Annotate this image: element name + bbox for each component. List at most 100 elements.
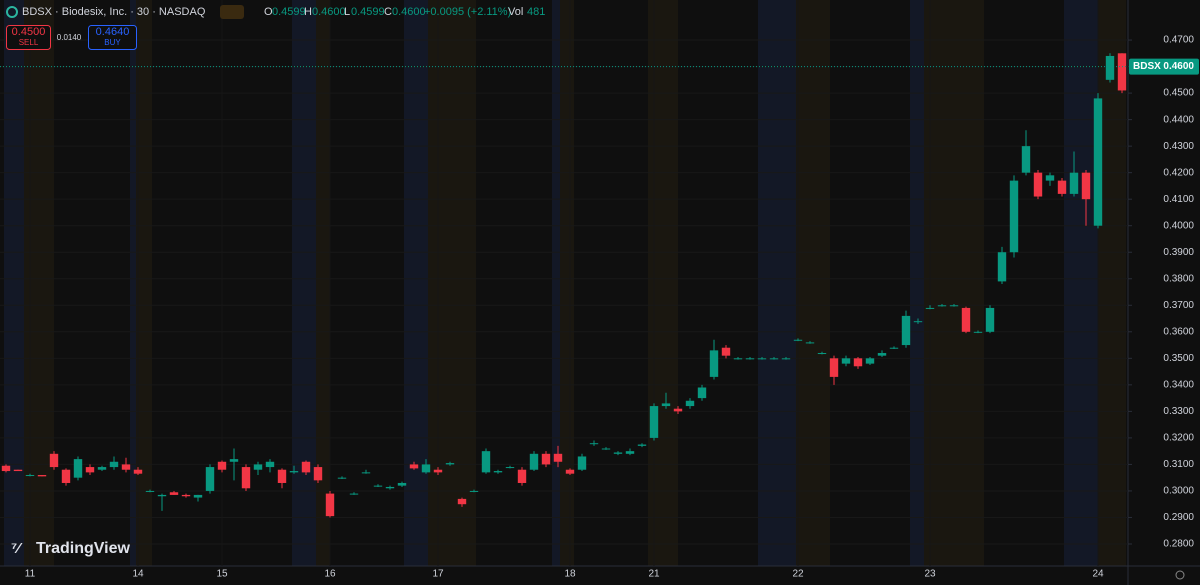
candle-body — [217, 461, 227, 470]
candle-body — [313, 467, 323, 481]
candle-body — [205, 467, 215, 491]
change: +0.0095 (+2.11%) — [424, 6, 511, 18]
candle-body — [625, 451, 635, 454]
candle-body — [601, 448, 611, 450]
h-value: 0.4600 — [312, 6, 346, 18]
x-tick-label: 21 — [648, 569, 660, 580]
candle-body — [649, 406, 659, 438]
x-tick-label: 18 — [564, 569, 576, 580]
c-key: C — [384, 6, 392, 18]
buy-label: BUY — [104, 38, 121, 47]
candle-body — [1117, 53, 1127, 91]
y-tick-label: 0.2900 — [1163, 512, 1194, 523]
candle-body — [817, 353, 827, 355]
spread: 0.0140 — [57, 33, 82, 42]
candle-body — [781, 358, 791, 360]
candle-body — [109, 461, 119, 468]
buy-button[interactable] — [88, 25, 137, 50]
y-tick-label: 0.3400 — [1163, 379, 1194, 390]
symbol-tag: BDSX — [1133, 61, 1161, 72]
candle-body — [745, 358, 755, 360]
candle-body — [529, 453, 539, 470]
candle-body — [373, 485, 383, 487]
c-value: 0.4600 — [392, 6, 426, 18]
candle-body — [181, 494, 191, 497]
candle-body — [925, 307, 935, 309]
y-tick-label: 0.3800 — [1163, 273, 1194, 284]
symbol-icon — [6, 6, 18, 18]
last-price-label: 0.4600 — [1163, 61, 1194, 72]
candle-body — [1, 465, 11, 472]
candle-body — [505, 467, 515, 469]
y-tick-label: 0.3600 — [1163, 326, 1194, 337]
candle-body — [241, 467, 251, 489]
candle-body — [301, 461, 311, 473]
candle-body — [613, 452, 623, 454]
x-tick-label: 11 — [25, 569, 36, 580]
y-tick-label: 0.2800 — [1163, 539, 1194, 550]
y-tick-label: 0.4400 — [1163, 114, 1194, 125]
o-key: O — [264, 6, 273, 18]
candle-body — [937, 305, 947, 307]
settings-icon[interactable] — [1175, 570, 1185, 580]
y-tick-label: 0.3900 — [1163, 247, 1194, 258]
buy-price: 0.4640 — [96, 26, 130, 38]
x-tick-label: 15 — [216, 569, 228, 580]
candle-body — [853, 358, 863, 367]
sell-button[interactable] — [6, 25, 51, 50]
y-tick-label: 0.4200 — [1163, 167, 1194, 178]
candle-body — [145, 490, 155, 492]
candle-body — [409, 464, 419, 469]
candle-body — [469, 490, 479, 492]
candle-body — [253, 464, 263, 470]
candle-body — [49, 453, 59, 468]
candle-body — [637, 444, 647, 446]
candle-body — [1093, 98, 1103, 226]
candle-body — [85, 467, 95, 473]
y-tick-label: 0.3100 — [1163, 459, 1194, 470]
x-tick-label: 23 — [924, 569, 936, 580]
candle-body — [493, 471, 503, 473]
candle-body — [337, 477, 347, 479]
y-tick-label: 0.3000 — [1163, 486, 1194, 497]
candle-body — [961, 307, 971, 332]
candle-body — [661, 403, 671, 407]
candle-body — [121, 464, 131, 470]
x-tick-label: 24 — [1092, 569, 1104, 580]
candle-body — [565, 469, 575, 474]
y-tick-label: 0.3700 — [1163, 300, 1194, 311]
candle-body — [133, 469, 143, 474]
candle-body — [841, 358, 851, 364]
y-tick-label: 0.4100 — [1163, 194, 1194, 205]
candle-body — [1057, 180, 1067, 194]
candle-body — [517, 469, 527, 483]
candle-body — [733, 358, 743, 360]
candle-body — [325, 493, 335, 517]
vol-key: Vol — [508, 6, 523, 18]
candle-body — [685, 400, 695, 407]
y-tick-label: 0.4500 — [1163, 88, 1194, 99]
candle-body — [1069, 172, 1079, 194]
candle-body — [1033, 172, 1043, 197]
candle-body — [445, 463, 455, 465]
h-key: H — [304, 6, 312, 18]
candle-body — [697, 387, 707, 399]
candle-body — [793, 339, 803, 341]
candle-body — [349, 493, 359, 495]
l-value: 0.4599 — [351, 6, 385, 18]
market-status — [220, 5, 244, 19]
candle-body — [397, 482, 407, 486]
x-tick-label: 22 — [792, 569, 804, 580]
candle-body — [193, 494, 203, 498]
candle-body — [721, 347, 731, 356]
candle-body — [901, 315, 911, 346]
candle-body — [1105, 55, 1115, 80]
candle-body — [829, 358, 839, 377]
y-tick-label: 0.4300 — [1163, 141, 1194, 152]
candle-body — [361, 472, 371, 474]
vol-value: 481 — [527, 6, 545, 18]
candle-body — [973, 331, 983, 333]
candle-body — [169, 492, 179, 495]
candle-body — [553, 453, 563, 462]
